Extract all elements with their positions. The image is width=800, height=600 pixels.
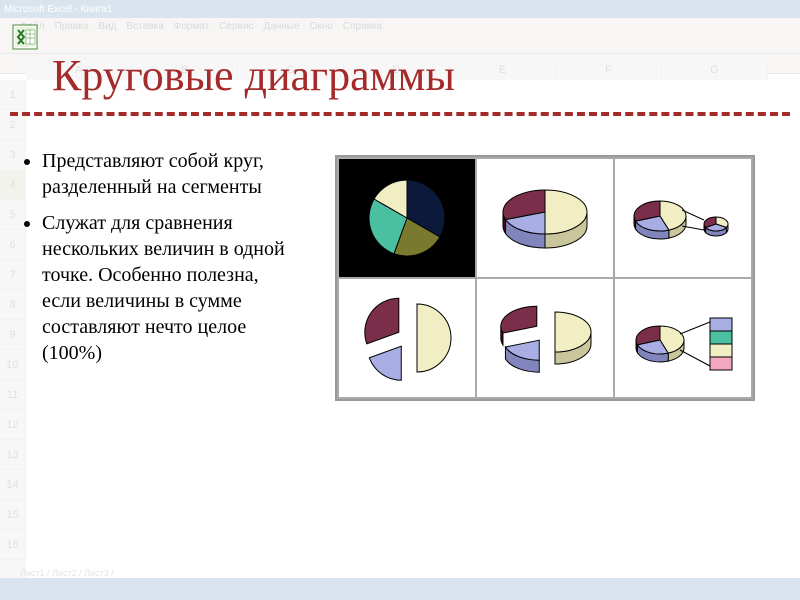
chart-type-pie_3d[interactable] [477, 159, 613, 277]
bullet-item: Служат для сравнения нескольких величин … [42, 210, 302, 366]
chart-type-gallery[interactable] [335, 155, 755, 401]
bullet-item: Представляют собой круг, разделенный на … [42, 148, 302, 200]
title-dash-divider [10, 112, 790, 116]
chart-type-pie_of_pie[interactable] [615, 159, 751, 277]
bullet-list: Представляют собой круг, разделенный на … [42, 148, 302, 376]
chart-type-pie_exploded[interactable] [339, 279, 475, 397]
slide-title: Круговые диаграммы [52, 50, 455, 101]
slide-content: Круговые диаграммы Представляют собой кр… [0, 0, 800, 600]
excel-app-icon [12, 24, 38, 50]
chart-type-pie_flat[interactable] [339, 159, 475, 277]
chart-type-pie_3d_exploded[interactable] [477, 279, 613, 397]
chart-type-bar_of_pie[interactable] [615, 279, 751, 397]
